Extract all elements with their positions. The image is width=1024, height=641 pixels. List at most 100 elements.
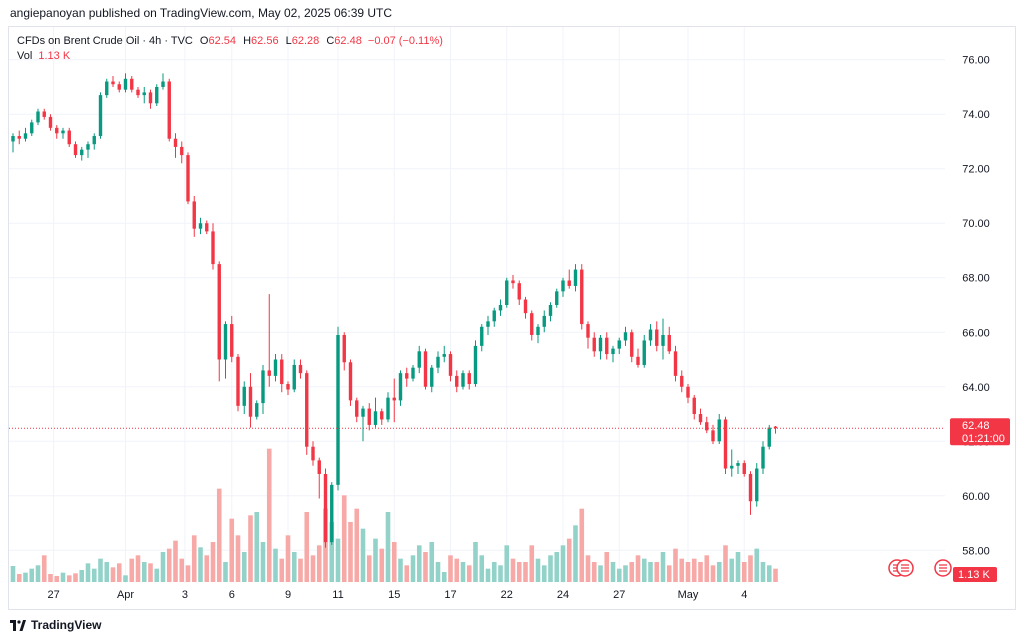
- legend-open-label: O: [199, 35, 209, 47]
- candle-body: [611, 348, 615, 355]
- candle: [142, 86, 146, 104]
- volume-bar: [266, 448, 272, 582]
- candle-body: [773, 426, 778, 429]
- volume-bar: [316, 545, 322, 582]
- volume-bar: [498, 565, 503, 582]
- candle-body: [498, 305, 503, 311]
- volume-bar: [648, 562, 653, 582]
- candle-body: [280, 359, 284, 385]
- time-tick-label: 15: [388, 589, 400, 601]
- candle: [680, 370, 684, 393]
- candle-body: [92, 136, 96, 145]
- volume-bar: [166, 548, 172, 582]
- candle: [461, 370, 465, 390]
- time-axis: 27 Apr 3 6 9 11 15 17 22 24 27 May 4: [48, 589, 748, 601]
- candle: [167, 78, 171, 142]
- candle-body: [567, 280, 571, 286]
- candle-body: [630, 332, 634, 357]
- time-tick-label: 6: [229, 589, 235, 601]
- candle: [505, 277, 509, 308]
- volume-bar: [348, 522, 353, 582]
- volume-bar: [560, 545, 566, 582]
- candle: [192, 195, 196, 237]
- candle-body: [173, 138, 178, 147]
- volume-bar: [566, 538, 572, 582]
- volume-bar: [510, 558, 516, 582]
- volume-bar: [398, 558, 403, 582]
- candle: [767, 424, 771, 450]
- candle-body: [111, 81, 115, 85]
- candle: [405, 367, 409, 387]
- price-tick-label: 64.00: [962, 382, 990, 394]
- candle-body: [142, 92, 146, 96]
- last-price-badge: [950, 418, 1010, 446]
- candle: [555, 288, 559, 308]
- candle-body: [217, 264, 221, 360]
- grid: [9, 27, 945, 583]
- economic-event-flag-icon: [934, 559, 952, 577]
- volume-bar: [173, 540, 178, 582]
- candle-body: [11, 136, 15, 142]
- candle-body: [392, 397, 396, 401]
- candle-body: [523, 299, 528, 314]
- candle-body: [617, 340, 621, 349]
- volume-bar: [773, 568, 778, 582]
- candle-body: [530, 313, 534, 335]
- volume-bar: [116, 563, 122, 582]
- volume-bar: [285, 535, 291, 582]
- candle: [230, 315, 234, 363]
- candle-body: [30, 122, 34, 134]
- candle: [205, 220, 209, 235]
- candle: [242, 381, 246, 415]
- candle-body: [255, 403, 259, 417]
- volume-bar: [391, 542, 397, 582]
- volume-bar: [66, 575, 72, 582]
- countdown-label: 01:21:00: [962, 433, 1005, 445]
- volume-bar: [223, 562, 228, 582]
- volume-bar: [129, 558, 135, 582]
- candle-body: [480, 326, 484, 346]
- candle: [273, 354, 278, 382]
- candle: [98, 92, 103, 139]
- candle: [692, 394, 696, 420]
- candle-body: [61, 130, 65, 134]
- candle: [642, 334, 646, 368]
- candle: [186, 152, 190, 205]
- candle: [180, 141, 184, 164]
- candle-body: [561, 280, 565, 292]
- candle: [11, 133, 15, 153]
- legend-close-label: C: [326, 35, 335, 47]
- volume-bar: [304, 512, 310, 582]
- tradingview-footer[interactable]: TradingView: [10, 618, 101, 632]
- candles: [11, 73, 778, 548]
- candle-body: [623, 332, 628, 341]
- candle-body: [655, 329, 659, 346]
- candle-body: [348, 362, 353, 401]
- candle-body: [198, 223, 203, 229]
- candle-body: [123, 78, 128, 90]
- candle: [211, 223, 215, 270]
- candle-body: [130, 78, 134, 90]
- tradingview-brand: TradingView: [31, 618, 102, 632]
- candle-body: [236, 356, 240, 406]
- candle-body: [717, 419, 721, 442]
- volume-bar: [579, 508, 585, 582]
- candle: [111, 76, 115, 87]
- candle: [455, 370, 459, 393]
- candle: [73, 141, 78, 158]
- volume-bar: [204, 555, 210, 582]
- candle: [217, 261, 221, 382]
- legend-symbol[interactable]: CFDs on Brent Crude Oil · 4h · TVC: [17, 35, 193, 47]
- volume-bar: [91, 568, 97, 582]
- chart-frame: [8, 26, 1016, 610]
- legend-volume-value: 1.13 K: [38, 50, 71, 62]
- candle-body: [330, 484, 334, 543]
- legend-change: −0.07 (−0.11%): [367, 35, 443, 47]
- volume-bar: [191, 535, 197, 582]
- economic-event-flag-icon: [896, 559, 914, 577]
- volume-bar: [248, 515, 253, 582]
- legend-high-value: 62.56: [251, 35, 279, 47]
- candle: [380, 408, 384, 425]
- volume-bar: [410, 555, 416, 582]
